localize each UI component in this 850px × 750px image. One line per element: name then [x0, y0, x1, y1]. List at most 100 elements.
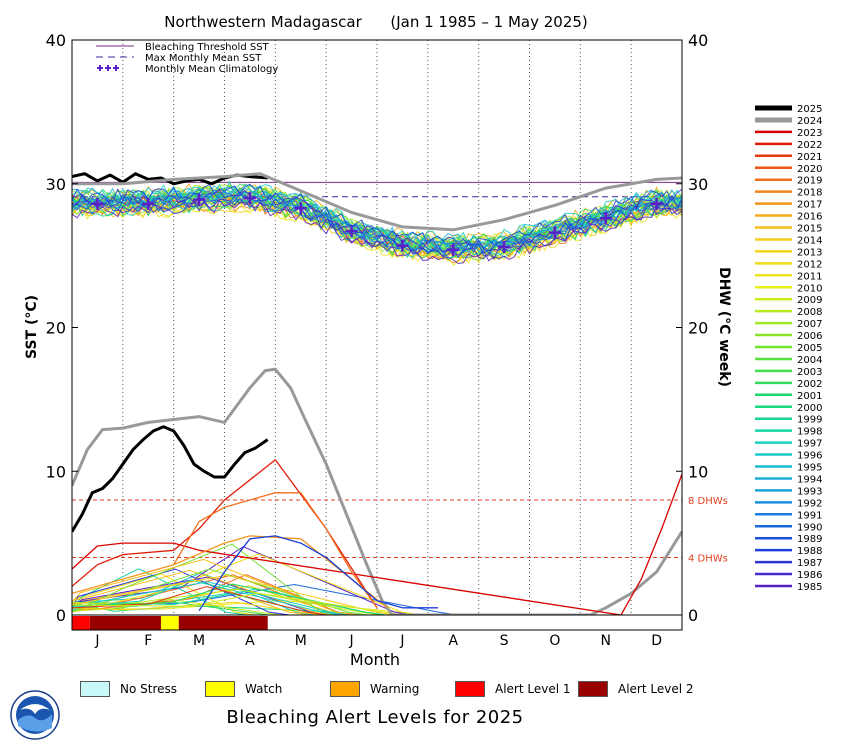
- climatology-marker: [498, 241, 511, 253]
- top-legend-label: Monthly Mean Climatology: [145, 64, 278, 75]
- dhw-year-line: [72, 572, 317, 615]
- climatology-marker: [91, 197, 104, 210]
- alert-legend-level2: Alert Level 2: [578, 680, 694, 698]
- top-legend-label: Max Monthly Mean SST: [145, 53, 262, 64]
- year-legend-label: 2015: [797, 224, 822, 235]
- month-tick-label: S: [500, 633, 509, 649]
- right-tick-label: 20: [688, 319, 708, 338]
- year-legend-label: 1994: [797, 474, 822, 485]
- dhw-year-line: [72, 574, 396, 615]
- left-tick-label: 10: [46, 462, 66, 481]
- alert-legend-no-stress: No Stress: [80, 680, 177, 698]
- climatology-marker: [650, 197, 663, 210]
- year-legend-label: 2021: [797, 152, 822, 163]
- alert-bar-segment: [89, 616, 161, 630]
- dhw-ref-label: 4 DHWs: [688, 554, 728, 565]
- sst-year-line: [72, 197, 682, 260]
- month-tick-label: N: [601, 633, 611, 649]
- year-legend-label: 2008: [797, 307, 822, 318]
- climatology-markers: [91, 192, 663, 256]
- climatology-marker: [599, 212, 612, 225]
- series-1988-dhw: [198, 535, 438, 612]
- alert-label-no-stress: No Stress: [120, 682, 178, 696]
- alert-swatch-warning: [330, 681, 360, 697]
- dhw-year-line: [72, 581, 351, 615]
- year-legend-label: 1987: [797, 558, 822, 569]
- year-legend-label: 2002: [797, 379, 822, 390]
- year-legend-label: 1991: [797, 510, 822, 521]
- chart-subtitle: Bleaching Alert Levels for 2025: [226, 707, 524, 728]
- year-legend-label: 1999: [797, 415, 822, 426]
- sst-year-line: [72, 191, 682, 256]
- alert-bar-frame: [71, 614, 683, 631]
- dhw-year-line: [72, 583, 386, 615]
- year-legend-label: 2009: [797, 295, 822, 306]
- year-legend-label: 2019: [797, 176, 822, 187]
- alert-legend-watch: Watch: [205, 680, 282, 698]
- year-legend-label: 1990: [797, 522, 822, 533]
- legend-plus-marker: [113, 65, 119, 71]
- right-axis-label: DHW (°C week): [716, 267, 732, 387]
- right-tick-label: 10: [688, 462, 708, 481]
- dhw-year-line: [72, 588, 381, 615]
- alert-label-level2: Alert Level 2: [618, 682, 694, 696]
- climatology-marker: [447, 243, 460, 256]
- sst-year-line: [72, 199, 682, 265]
- year-legend-label: 2017: [797, 200, 822, 211]
- year-legend-label: 1996: [797, 451, 822, 462]
- year-legend-label: 2003: [797, 367, 822, 378]
- right-tick-label: 30: [688, 175, 708, 194]
- year-legend-label: 2023: [797, 128, 822, 139]
- climatology-marker: [396, 239, 409, 252]
- alert-bar-segment: [160, 616, 179, 630]
- alert-bar-segment: [178, 616, 268, 630]
- alert-level-legend: No Stress Watch Warning Alert Level 1 Al…: [80, 680, 720, 700]
- alert-legend-warning: Warning: [330, 680, 419, 698]
- alert-label-level1: Alert Level 1: [495, 682, 571, 696]
- year-legend-label: 1985: [797, 582, 822, 593]
- year-legend-label: 2020: [797, 164, 822, 175]
- axes: 0 0 10 10 20 20 30 30 40 40 J F M A M J J A S O N D: [46, 31, 709, 649]
- year-legend-label: 1989: [797, 534, 822, 545]
- month-tick-label: D: [651, 633, 662, 649]
- legend-plus-marker: [97, 65, 103, 71]
- year-legend-label: 2011: [797, 271, 822, 282]
- alert-bar-2025: [72, 616, 268, 630]
- year-legend-label: 2006: [797, 331, 822, 342]
- year-legend: 2025202420232022202120202019201820172016…: [755, 104, 822, 593]
- climatology-marker: [142, 197, 155, 210]
- dhw-reference-lines: 8 DHWs 4 DHWs: [72, 496, 728, 565]
- year-legend-label: 2000: [797, 403, 822, 414]
- year-legend-label: 2007: [797, 319, 822, 330]
- x-axis-label: Month: [350, 650, 400, 669]
- year-legend-label: 1986: [797, 570, 822, 581]
- dhw-year-line: [72, 568, 290, 615]
- chart-title: Northwestern Madagascar (Jan 1 1985 – 1 …: [164, 13, 588, 31]
- series-2023-dhw: [72, 473, 682, 615]
- noaa-logo: [10, 690, 60, 740]
- highlight-series: [72, 172, 682, 615]
- month-tick-label: M: [295, 633, 307, 649]
- year-legend-label: 1998: [797, 427, 822, 438]
- right-tick-label: 40: [688, 31, 708, 50]
- month-tick-label: J: [94, 633, 99, 649]
- sst-year-bundle: [72, 180, 682, 266]
- year-legend-label: 2014: [797, 235, 822, 246]
- alert-swatch-no-stress: [80, 681, 110, 697]
- month-tick-label: J: [399, 633, 404, 649]
- year-legend-label: 1993: [797, 486, 822, 497]
- left-axis-label: SST (°C): [24, 295, 40, 359]
- month-tick-label: M: [193, 633, 205, 649]
- alert-label-warning: Warning: [370, 682, 420, 696]
- dhw-year-line: [72, 568, 247, 615]
- month-tick-label: O: [549, 633, 560, 649]
- climatology-marker: [243, 192, 256, 205]
- top-legend-label: Bleaching Threshold SST: [145, 42, 270, 53]
- year-legend-label: 2013: [797, 247, 822, 258]
- dhw-year-line: [72, 586, 328, 615]
- climatology-marker: [193, 193, 206, 206]
- left-tick-label: 30: [46, 175, 66, 194]
- climatology-marker: [548, 226, 561, 239]
- dhw-year-line: [72, 553, 422, 615]
- year-legend-label: 2025: [797, 104, 822, 115]
